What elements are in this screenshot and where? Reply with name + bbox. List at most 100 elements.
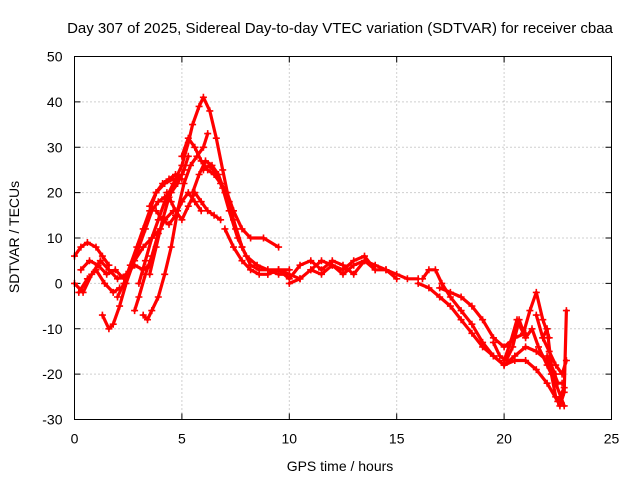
data-point (500, 343, 508, 351)
data-point (98, 311, 106, 319)
data-point (135, 279, 143, 287)
data-point (425, 284, 433, 292)
data-point (199, 166, 207, 174)
series-satellite-track-12 (152, 189, 205, 228)
data-point (92, 266, 100, 274)
data-point (189, 189, 197, 197)
data-point (457, 307, 465, 315)
data-point (154, 198, 162, 206)
series-satellite-track-13 (163, 189, 225, 224)
data-point (146, 202, 154, 210)
data-point (139, 225, 147, 233)
data-point (438, 279, 446, 287)
data-point (206, 107, 214, 115)
data-point (328, 261, 336, 269)
series-line (502, 290, 551, 363)
x-tick-label: 15 (389, 431, 405, 447)
data-point (425, 266, 433, 274)
data-point (219, 184, 227, 192)
data-point (178, 175, 186, 183)
y-tick-label: 40 (47, 94, 63, 110)
data-point (217, 216, 225, 224)
data-point (178, 216, 186, 224)
data-point (511, 352, 519, 360)
data-point (230, 243, 237, 251)
data-point (75, 288, 83, 296)
data-point (238, 225, 246, 233)
data-point (152, 207, 160, 215)
data-point (152, 243, 160, 251)
data-point (552, 393, 560, 401)
data-point (172, 171, 179, 178)
data-point (202, 157, 209, 165)
data-point (77, 243, 85, 251)
data-point (219, 166, 227, 174)
data-point (489, 338, 497, 346)
data-point (114, 275, 121, 283)
data-point (403, 275, 411, 283)
data-point (120, 279, 128, 287)
data-point (103, 270, 111, 278)
data-point (275, 266, 283, 274)
y-tick-label: 50 (47, 49, 63, 65)
data-point (382, 266, 390, 274)
data-point (133, 243, 141, 251)
data-point (83, 239, 91, 246)
data-point (135, 293, 143, 301)
data-point (98, 252, 106, 260)
data-point (178, 161, 186, 169)
data-point (539, 334, 547, 342)
plot-frame (74, 56, 612, 420)
data-point (180, 166, 188, 174)
data-point (519, 329, 527, 337)
data-point (296, 261, 304, 269)
x-tick-label: 20 (496, 431, 512, 447)
data-point (543, 379, 551, 387)
data-point (109, 288, 117, 296)
data-point (318, 257, 325, 265)
data-point (361, 257, 368, 265)
data-point (547, 361, 555, 369)
data-point (558, 379, 566, 387)
data-point (184, 134, 192, 142)
data-point (414, 279, 422, 287)
data-point (131, 307, 139, 315)
data-point (148, 307, 156, 315)
data-point (522, 357, 530, 364)
data-point (146, 270, 154, 278)
data-point (83, 275, 91, 283)
axis-ticks: 0 5 10 15 20 25 -30 -20 -10 0 10 20 30 40 50 (42, 49, 619, 447)
y-axis-label: SDTVAR / TECUs (6, 181, 22, 293)
data-point (111, 266, 119, 274)
data-point (165, 175, 173, 183)
data-point (535, 343, 542, 351)
series-satellite-track-27 (543, 307, 570, 410)
data-point (431, 266, 439, 274)
data-point (148, 234, 156, 242)
data-point (393, 275, 401, 283)
data-point (247, 266, 255, 274)
data-point (167, 243, 175, 251)
series-satellite-track-11 (146, 171, 186, 210)
series-line (72, 259, 152, 294)
y-tick-label: 0 (55, 275, 63, 291)
data-point (144, 316, 151, 324)
data-point (522, 334, 530, 342)
series-line (165, 191, 223, 222)
x-tick-label: 10 (282, 431, 298, 447)
data-point (543, 325, 551, 333)
data-point (141, 257, 149, 265)
data-point (126, 261, 134, 269)
data-point (167, 198, 175, 206)
data-point (172, 207, 179, 215)
data-point (285, 279, 293, 287)
data-point (264, 270, 272, 278)
data-point (221, 225, 229, 233)
data-point (446, 302, 454, 310)
data-point (560, 388, 568, 396)
data-point (101, 279, 109, 287)
data-point (163, 189, 171, 197)
data-point (371, 266, 379, 274)
data-point (260, 234, 267, 242)
data-point (195, 102, 203, 110)
